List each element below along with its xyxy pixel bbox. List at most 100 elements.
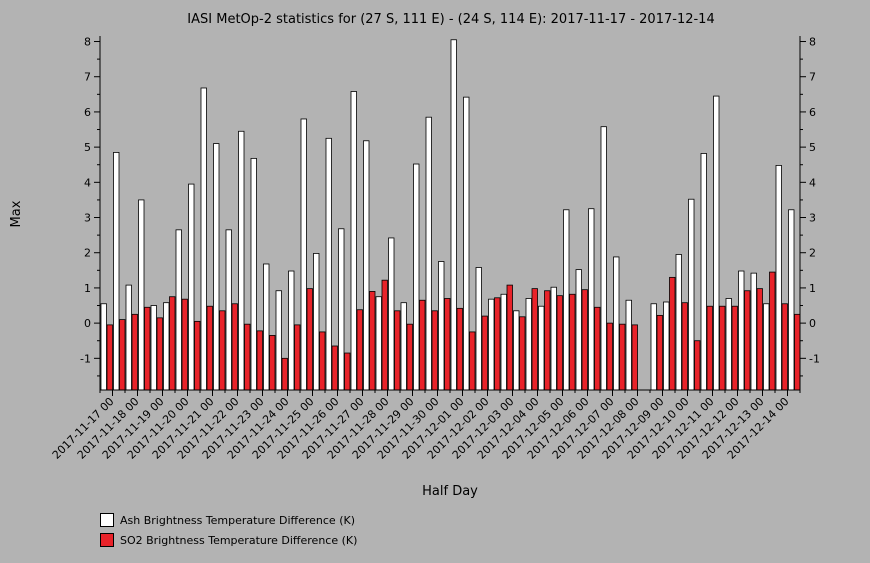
bar-so2-35 — [544, 290, 551, 391]
bar-ash-0 — [100, 303, 107, 391]
bar-so2-37 — [569, 293, 576, 391]
bar-so2-23 — [394, 310, 401, 391]
bar-ash-37 — [563, 209, 570, 391]
y-tick-label-left: -1 — [80, 352, 91, 365]
bar-ash-55 — [788, 209, 795, 391]
bar-so2-42 — [631, 324, 638, 391]
bar-so2-5 — [169, 296, 176, 391]
bar-ash-9 — [213, 143, 220, 391]
bar-so2-1 — [119, 319, 126, 391]
bar-so2-27 — [444, 298, 451, 391]
y-tick-label-right: -1 — [809, 352, 820, 365]
bar-ash-36 — [550, 286, 557, 391]
bar-ash-49 — [713, 95, 720, 391]
bar-ash-3 — [138, 199, 145, 391]
bar-so2-17 — [319, 331, 326, 391]
bar-so2-32 — [506, 284, 513, 391]
bar-ash-20 — [350, 91, 357, 391]
bar-ash-42 — [625, 299, 632, 391]
bar-so2-30 — [481, 315, 488, 391]
bar-so2-16 — [306, 288, 313, 391]
bar-ash-48 — [700, 153, 707, 391]
bar-ash-44 — [650, 303, 657, 391]
bar-so2-6 — [181, 298, 188, 391]
bar-ash-50 — [725, 298, 732, 391]
bar-ash-8 — [200, 87, 207, 391]
bar-so2-44 — [656, 314, 663, 391]
bar-ash-23 — [388, 237, 395, 391]
bar-so2-54 — [781, 303, 788, 391]
bar-so2-34 — [531, 288, 538, 391]
bar-so2-3 — [144, 306, 151, 391]
bar-ash-5 — [163, 302, 170, 391]
bar-ash-39 — [588, 208, 595, 391]
bar-ash-52 — [750, 272, 757, 391]
bar-ash-46 — [675, 254, 682, 391]
legend-label-ash: Ash Brightness Temperature Difference (K… — [120, 513, 355, 527]
bar-so2-4 — [156, 317, 163, 391]
bar-so2-13 — [269, 335, 276, 391]
x-axis-label: Half Day — [422, 484, 478, 499]
bar-so2-24 — [406, 323, 413, 391]
bar-so2-20 — [356, 309, 363, 391]
bar-so2-28 — [456, 307, 463, 391]
bar-ash-32 — [500, 293, 507, 391]
y-tick-label-right: 8 — [809, 36, 816, 49]
y-tick-label-right: 4 — [809, 176, 816, 189]
bar-ash-26 — [425, 116, 432, 391]
chart-title: IASI MetOp-2 statistics for (27 S, 111 E… — [187, 12, 714, 27]
bar-so2-25 — [419, 299, 426, 391]
bars-group — [100, 39, 801, 391]
bar-so2-46 — [681, 302, 688, 391]
y-tick-label-right: 5 — [809, 141, 816, 154]
bar-so2-2 — [131, 313, 138, 391]
bar-ash-41 — [613, 256, 620, 391]
bar-ash-31 — [488, 298, 495, 391]
bar-so2-36 — [556, 295, 563, 391]
bar-so2-29 — [469, 331, 476, 391]
bar-so2-45 — [669, 276, 676, 391]
y-tick-label-left: 1 — [84, 282, 91, 295]
bar-ash-53 — [763, 303, 770, 391]
y-tick-label-left: 8 — [84, 36, 91, 49]
bar-ash-1 — [113, 151, 120, 391]
y-tick-label-right: 7 — [809, 71, 816, 84]
y-tick-label-right: 0 — [809, 317, 816, 330]
bar-so2-40 — [606, 322, 613, 391]
bar-so2-14 — [281, 357, 288, 391]
bar-ash-15 — [288, 270, 295, 391]
bar-so2-55 — [794, 313, 801, 391]
bar-ash-18 — [325, 137, 332, 391]
legend-item-ash: Ash Brightness Temperature Difference (K… — [100, 513, 355, 527]
legend-item-so2: SO2 Brightness Temperature Difference (K… — [100, 533, 357, 547]
bar-ash-21 — [363, 140, 370, 391]
bar-so2-33 — [519, 316, 526, 391]
bar-so2-12 — [256, 330, 263, 391]
bar-so2-26 — [431, 310, 438, 391]
bar-so2-19 — [344, 352, 351, 391]
y-tick-label-left: 6 — [84, 106, 91, 119]
y-tick-label-left: 5 — [84, 141, 91, 154]
bar-so2-39 — [594, 306, 601, 391]
bar-ash-27 — [438, 261, 445, 391]
legend-swatch-so2 — [100, 533, 114, 547]
bar-so2-31 — [494, 297, 501, 391]
y-tick-label-right: 6 — [809, 106, 816, 119]
bar-so2-53 — [769, 271, 776, 391]
bar-ash-16 — [300, 118, 307, 391]
bar-ash-38 — [575, 269, 582, 391]
bar-ash-10 — [225, 229, 232, 391]
bar-so2-47 — [694, 340, 701, 391]
bar-so2-9 — [219, 310, 226, 391]
y-tick-label-right: 2 — [809, 247, 816, 260]
bar-so2-41 — [619, 323, 626, 391]
bar-so2-50 — [731, 305, 738, 391]
bar-ash-30 — [475, 267, 482, 391]
bar-so2-38 — [581, 289, 588, 391]
y-tick-label-right: 1 — [809, 282, 816, 295]
bar-ash-51 — [738, 270, 745, 391]
bar-ash-2 — [125, 284, 132, 391]
y-tick-label-left: 4 — [84, 176, 91, 189]
